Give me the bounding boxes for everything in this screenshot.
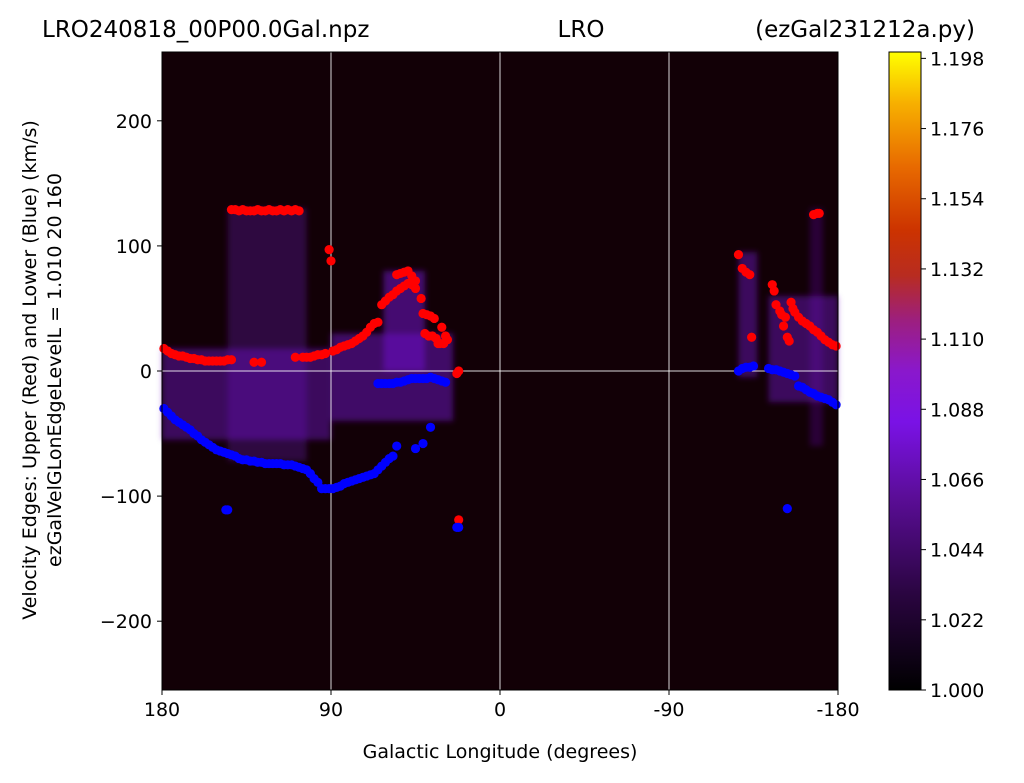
series-0-point-107 — [780, 312, 791, 322]
y-axis-label-line1: Velocity Edges: Upper (Red) and Lower (B… — [19, 120, 41, 620]
series-0-point-123 — [814, 208, 824, 218]
y-tick-label-2: 0 — [140, 361, 152, 383]
x-axis-label: Galactic Longitude (degrees) — [363, 741, 638, 763]
series-0-point-72 — [410, 283, 421, 294]
y-axis: 200 100 0 −100 −200 — [100, 111, 162, 633]
series-0-point-62 — [373, 317, 383, 327]
series-0-point-97 — [733, 250, 744, 260]
y-axis-label-line2: ezGalVelGLonEdgeLevelL = 1.010 20 160 — [44, 173, 66, 567]
series-1-point-62 — [392, 441, 402, 451]
series-0 — [159, 205, 841, 525]
series-0-point-95 — [454, 366, 464, 376]
series-0-point-93 — [442, 335, 453, 345]
colorbar-ticks: 1.000 1.022 1.044 1.066 1.088 1.110 1.132 1.154… — [921, 48, 984, 702]
series-1-point-66 — [418, 438, 428, 449]
series-0-point-110 — [784, 336, 794, 346]
colorbar-tick-label-0: 1.000 — [930, 680, 984, 702]
series-0-point-37 — [294, 206, 304, 216]
series-0-point-18 — [226, 355, 237, 365]
colorbar-tick-label-9: 1.198 — [930, 48, 984, 70]
series-1 — [159, 361, 841, 532]
colorbar-tick-label-5: 1.110 — [930, 329, 984, 351]
chart-title-script: (ezGal231212a.py) — [755, 17, 975, 43]
series-0-point-47 — [320, 348, 330, 359]
series-0-point-101 — [747, 332, 757, 342]
emission-layer — [162, 208, 838, 462]
series-0-point-49 — [326, 256, 336, 266]
series-0-point-39 — [256, 357, 267, 367]
series-0-point-78 — [410, 276, 421, 286]
series-0-point-40 — [290, 352, 300, 362]
x-axis: 180 90 0 -90 -180 — [144, 690, 860, 721]
y-tick-label-3: −100 — [100, 486, 152, 508]
colorbar-tick-label-2: 1.044 — [930, 540, 984, 562]
x-tick-label-2: 0 — [494, 699, 506, 721]
y-tick-label-0: 200 — [116, 111, 152, 133]
colorbar-tick-label-3: 1.066 — [930, 469, 984, 491]
series-1-point-93 — [748, 361, 759, 371]
y-tick-label-1: 100 — [116, 236, 152, 258]
grid-layer — [162, 52, 838, 690]
series-0-point-83 — [429, 313, 439, 324]
series-1-point-61 — [388, 451, 398, 461]
series-0-point-92 — [437, 322, 447, 332]
series-1-point-112 — [831, 400, 841, 410]
series-1-point-65 — [410, 443, 421, 454]
series-1-point-113 — [782, 504, 792, 514]
emission-region-1 — [227, 208, 307, 462]
chart-title-file: LRO240818_00P00.0Gal.npz — [42, 17, 369, 43]
colorbar: 1.000 1.022 1.044 1.066 1.088 1.110 1.132 1.154… — [888, 48, 984, 702]
series-0-point-127 — [831, 341, 841, 351]
colorbar-tick-label-8: 1.176 — [930, 119, 984, 141]
series-1-point-64 — [223, 505, 233, 515]
series-0-point-96 — [454, 515, 464, 525]
series-1-point-101 — [790, 371, 800, 381]
series-layer — [159, 205, 841, 532]
colorbar-tick-label-1: 1.022 — [930, 610, 984, 632]
colorbar-gradient — [888, 51, 922, 691]
x-tick-label-3: -90 — [653, 699, 684, 721]
emission-region-4 — [738, 252, 758, 378]
series-0-point-108 — [778, 321, 789, 331]
series-1-point-88 — [454, 522, 464, 532]
series-1-point-86 — [440, 377, 451, 387]
plot-area — [159, 51, 841, 691]
series-1-point-67 — [425, 422, 436, 432]
x-tick-label-0: 180 — [144, 699, 180, 721]
y-tick-label-4: −200 — [100, 611, 152, 633]
colorbar-tick-label-7: 1.154 — [930, 189, 984, 211]
colorbar-tick-label-4: 1.088 — [930, 399, 984, 421]
series-0-point-100 — [745, 270, 755, 280]
series-0-point-79 — [416, 293, 426, 304]
series-0-point-48 — [324, 245, 334, 255]
chart-title-observatory: LRO — [558, 17, 605, 43]
x-tick-label-1: 90 — [319, 699, 343, 721]
series-0-point-103 — [769, 286, 779, 296]
x-tick-label-4: -180 — [816, 699, 859, 721]
colorbar-tick-label-6: 1.132 — [930, 259, 984, 281]
series-0-point-38 — [249, 357, 259, 367]
